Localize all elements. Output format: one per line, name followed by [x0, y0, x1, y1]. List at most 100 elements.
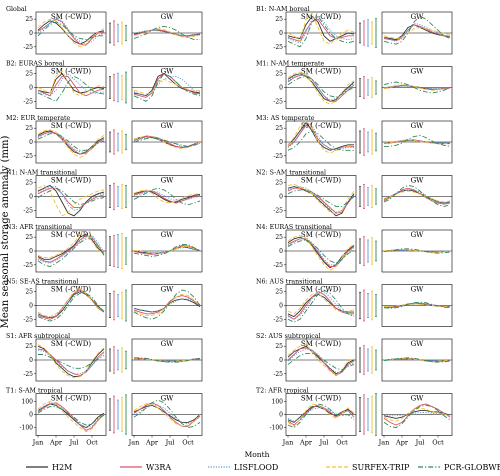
series-line-w3ra: [37, 402, 105, 431]
y-tick-label: 25: [25, 289, 33, 296]
panel-title: N1: N-AM transitional: [6, 170, 77, 177]
subplot-label: GW: [411, 231, 425, 239]
series-line-h2m: [287, 186, 355, 217]
y-tick-label: -25: [273, 98, 283, 105]
series-line-w3ra: [287, 74, 355, 102]
y-tick-label: 25: [275, 71, 283, 78]
panel-title: B1: N-AM boreal: [256, 6, 310, 13]
y-tick-label: 0: [29, 303, 33, 310]
y-tick-label: 25: [275, 125, 283, 132]
series-line-surfex-trip: [133, 403, 201, 427]
series-line-lisflood: [133, 190, 201, 202]
subplot-label: GW: [161, 13, 175, 21]
series-line-lisflood: [133, 75, 201, 97]
y-tick-label: 0: [29, 194, 33, 201]
sm-plot: SM (-CWD): [285, 393, 357, 436]
series-line-pcr-globwb: [37, 75, 105, 102]
series-line-pcr-globwb: [37, 292, 105, 322]
sm-plot: SM (-CWD): [35, 393, 107, 436]
series-line-surfex-trip: [287, 71, 355, 105]
series-line-pcr-globwb: [37, 406, 105, 426]
panel-title: M1: N-AM temperate: [256, 61, 324, 68]
series-line-h2m: [287, 121, 354, 151]
x-tick-label: Jan: [378, 439, 390, 447]
x-tick-label: Apr: [145, 439, 159, 447]
y-tick-label: -25: [273, 262, 283, 269]
series-line-w3ra: [133, 295, 201, 315]
series-line-w3ra: [37, 187, 105, 209]
gw-plot: GW: [131, 66, 203, 109]
series-line-pcr-globwb: [133, 73, 201, 102]
subplot-label: SM (-CWD): [51, 231, 91, 239]
y-tick-label: -25: [23, 207, 33, 214]
x-tick-label: Oct: [182, 439, 194, 447]
series-line-pcr-globwb: [37, 133, 105, 151]
series-line-pcr-globwb: [133, 243, 201, 257]
y-tick-label: 25: [25, 125, 33, 132]
subplot-label: SM (-CWD): [301, 340, 341, 348]
y-tick-label: -100: [20, 425, 34, 432]
panel-title: N4: EURAS transitional: [256, 224, 332, 231]
series-line-surfex-trip: [383, 27, 451, 39]
series-line-surfex-trip: [37, 400, 105, 433]
series-line-surfex-trip: [383, 190, 451, 203]
y-tick-label: 25: [25, 180, 33, 187]
y-tick-label: 0: [279, 357, 283, 364]
series-line-lisflood: [383, 302, 451, 308]
y-tick-label: 0: [29, 139, 33, 146]
gw-plot: GW: [381, 11, 453, 55]
x-tick-label: Jul: [165, 439, 175, 447]
series-line-surfex-trip: [287, 292, 355, 315]
series-line-surfex-trip: [287, 12, 355, 45]
subplot-label: SM (-CWD): [301, 68, 341, 76]
series-line-pcr-globwb: [287, 239, 355, 264]
legend-item-surfex-trip: SURFEX-TRIP: [326, 463, 410, 472]
series-line-surfex-trip: [287, 403, 355, 427]
y-tick-label: 25: [275, 180, 283, 187]
legend-item-h2m: H2M: [26, 463, 72, 472]
y-tick-label: 0: [29, 357, 33, 364]
series-line-w3ra: [133, 402, 201, 427]
series-line-w3ra: [37, 18, 105, 46]
gw-plot: GW: [131, 284, 203, 327]
series-line-w3ra: [287, 238, 355, 267]
sm-plot: SM (-CWD): [285, 229, 357, 273]
series-line-w3ra: [287, 347, 355, 377]
y-tick-label: -25: [23, 44, 33, 51]
y-tick-label: -25: [273, 316, 283, 323]
sm-plot: SM (-CWD): [35, 120, 107, 164]
x-tick-label: Oct: [86, 439, 98, 447]
x-tick-label: Apr: [299, 439, 313, 447]
series-line-pcr-globwb: [383, 248, 451, 254]
subplot-label: SM (-CWD): [301, 122, 341, 130]
series-line-w3ra: [37, 348, 105, 376]
subplot-label: SM (-CWD): [301, 395, 341, 403]
subplot-label: SM (-CWD): [51, 177, 91, 185]
y-tick-label: 0: [279, 412, 283, 419]
x-axis-label: Month: [245, 450, 270, 459]
series-line-lisflood: [37, 349, 105, 375]
y-tick-label: -25: [273, 153, 283, 160]
sm-plot: SM (-CWD): [35, 175, 107, 218]
gw-plot: GW: [131, 175, 203, 218]
gw-plot: GW: [131, 11, 203, 55]
series-line-pcr-globwb: [287, 403, 355, 429]
gw-plot: GW: [381, 284, 453, 327]
subplot-label: GW: [411, 68, 425, 76]
y-tick-label: 0: [279, 30, 283, 37]
series-line-pcr-globwb: [383, 184, 451, 207]
y-tick-label: 0: [279, 194, 283, 201]
series-line-pcr-globwb: [287, 289, 355, 323]
series-line-pcr-globwb: [37, 187, 105, 206]
subplot-label: GW: [161, 286, 175, 294]
series-line-surfex-trip: [133, 189, 201, 204]
series-line-pcr-globwb: [287, 189, 355, 207]
panel-title: N5: SE-AS transitional: [6, 279, 78, 286]
legend-label: LISFLOOD: [234, 463, 278, 472]
